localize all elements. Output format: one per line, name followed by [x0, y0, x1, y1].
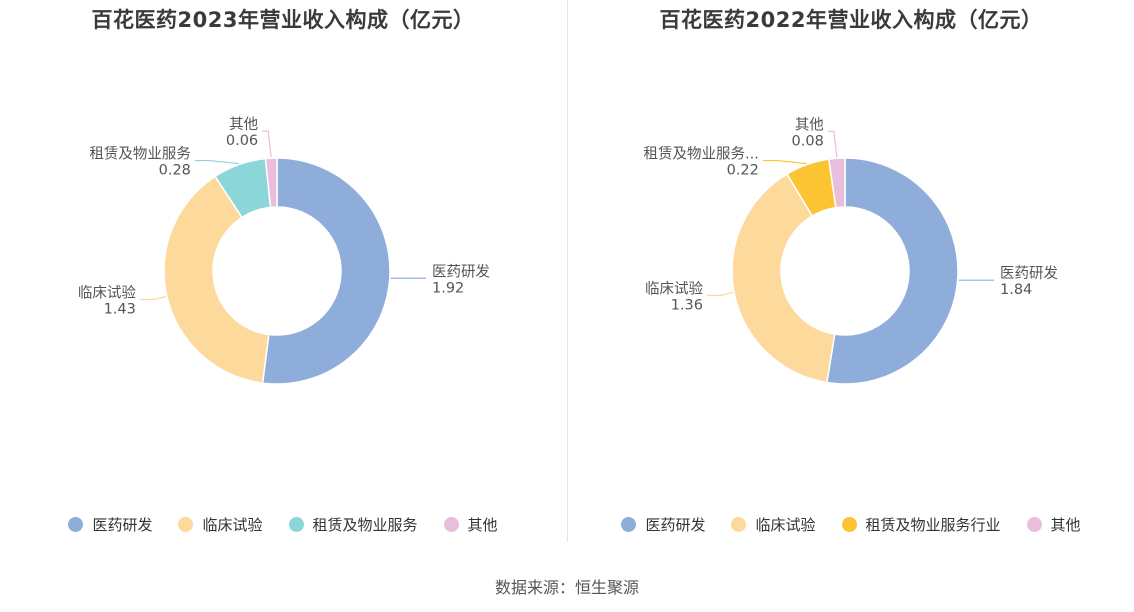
legend-label: 医药研发	[645, 516, 706, 534]
legend-label: 其他	[467, 516, 498, 534]
legend-item-linchuang[interactable]: 临床试验	[178, 514, 263, 535]
slice-value-label: 1.36	[671, 297, 703, 313]
slice-value-label: 1.92	[432, 280, 464, 296]
slice-value-label: 0.28	[159, 163, 191, 179]
legend: 医药研发 临床试验 租赁及物业服务 其他	[0, 514, 566, 535]
slice-label: 其他	[229, 116, 258, 133]
legend-item-qita[interactable]: 其他	[443, 514, 498, 535]
chart-title: 百花医药2022年营业收入构成（亿元）	[659, 8, 1043, 32]
data-source: 数据来源：恒生聚源	[494, 578, 639, 597]
chart-panel-2023: 百花医药2023年营业收入构成（亿元） 医药研发 1.92 临床试验 1.43 租赁及物…	[0, 0, 566, 560]
donut-slice[interactable]	[163, 175, 270, 384]
legend-swatch	[288, 517, 304, 532]
legend-swatch	[178, 517, 194, 532]
leader-line	[262, 130, 272, 158]
slice-value-label: 0.06	[226, 133, 258, 149]
slice-label: 租赁及物业服务	[89, 146, 191, 163]
slice-label: 其他	[795, 116, 824, 133]
donut-slice[interactable]	[264, 157, 278, 209]
slice-label: 医药研发	[1000, 265, 1058, 282]
legend-swatch	[1026, 517, 1042, 532]
leader-line	[827, 130, 838, 158]
legend-item-yiyao[interactable]: 医药研发	[621, 514, 705, 535]
donut-slice[interactable]	[731, 172, 836, 384]
legend-item-qita[interactable]: 其他	[1026, 514, 1081, 535]
slice-value-label: 1.43	[104, 302, 136, 318]
legend-item-linchuang[interactable]: 临床试验	[731, 514, 816, 535]
slice-label: 医药研发	[432, 263, 490, 280]
legend-item-zulin[interactable]: 租赁及物业服务	[288, 514, 418, 535]
chart-title: 百花医药2023年营业收入构成（亿元）	[91, 8, 475, 32]
panel-divider	[567, 0, 568, 542]
leader-line	[762, 159, 807, 165]
legend-item-zulin[interactable]: 租赁及物业服务行业	[841, 514, 1001, 535]
legend-label: 其他	[1050, 516, 1081, 534]
legend-label: 租赁及物业服务行业	[865, 516, 1001, 534]
legend-swatch	[68, 517, 84, 532]
legend-swatch	[443, 517, 459, 532]
legend-swatch	[841, 517, 857, 532]
chart-panel-2022: 百花医药2022年营业收入构成（亿元） 医药研发 1.84 临床试验 1.36 租赁及物…	[568, 0, 1134, 560]
legend: 医药研发 临床试验 租赁及物业服务行业 其他	[568, 514, 1134, 535]
legend-label: 租赁及物业服务	[312, 516, 418, 534]
slice-value-label: 0.22	[727, 163, 759, 179]
donut-slice[interactable]	[261, 157, 391, 385]
slice-value-label: 1.84	[1000, 282, 1032, 298]
slice-label: 临床试验	[78, 285, 136, 302]
slice-label: 临床试验	[645, 280, 703, 297]
legend-label: 临床试验	[202, 516, 263, 534]
leader-line	[194, 159, 239, 165]
leader-line	[139, 295, 167, 301]
slice-value-label: 0.08	[792, 133, 824, 149]
legend-label: 医药研发	[92, 516, 153, 534]
donut-slice[interactable]	[827, 157, 846, 209]
slice-label: 租赁及物业服务...	[644, 146, 759, 163]
legend-swatch	[621, 517, 637, 532]
leader-line	[707, 291, 734, 296]
legend-item-yiyao[interactable]: 医药研发	[68, 514, 152, 535]
legend-label: 临床试验	[755, 516, 816, 534]
legend-swatch	[731, 517, 747, 532]
donut-slice[interactable]	[825, 157, 959, 385]
